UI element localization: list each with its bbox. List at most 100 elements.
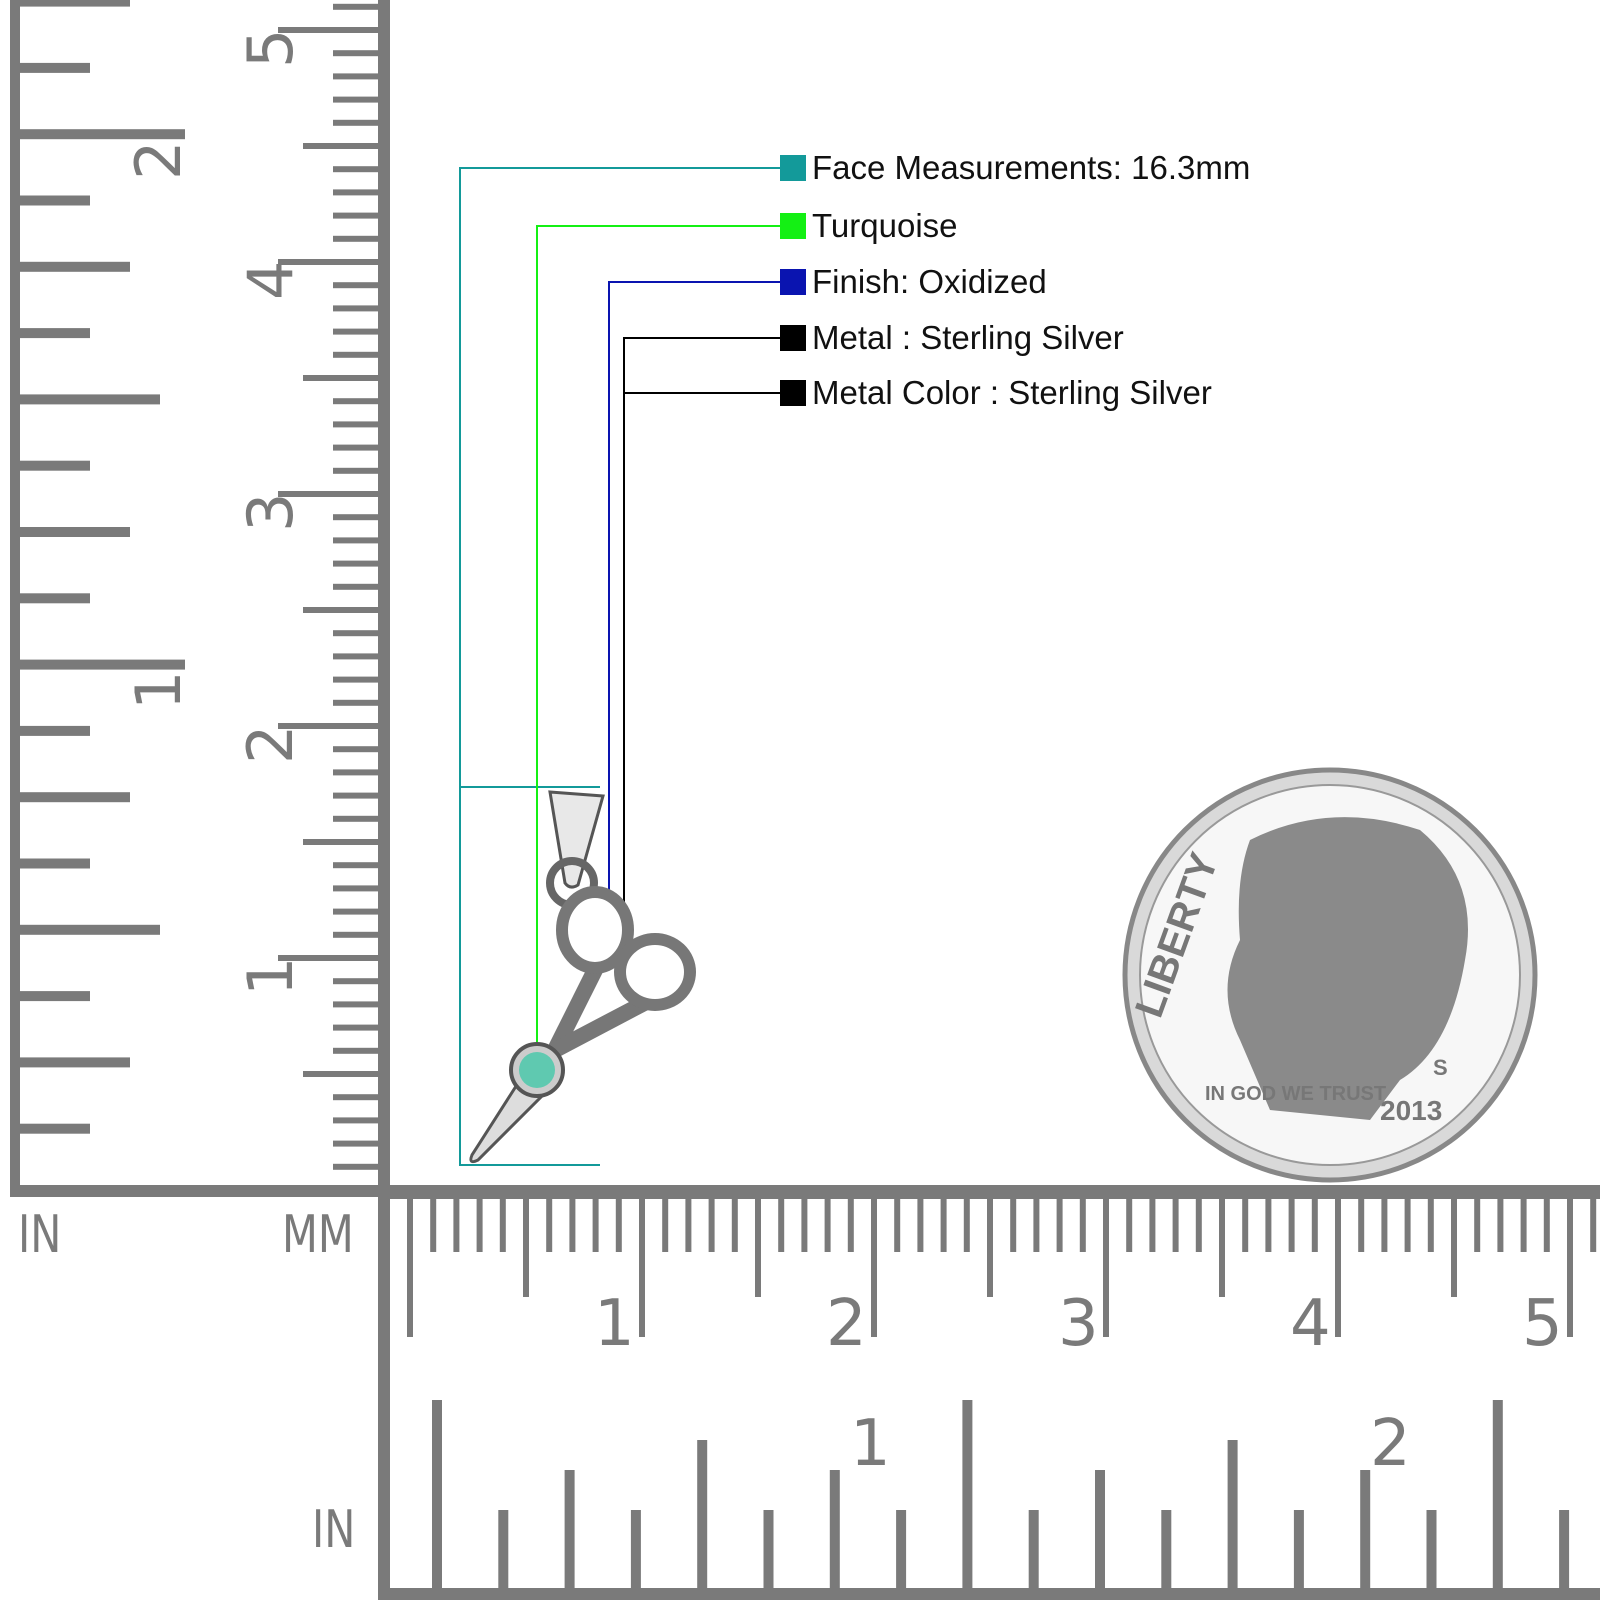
mm-label: 4: [234, 261, 307, 300]
mm-tick: [333, 1001, 378, 1008]
spec-label: Finish: Oxidized: [812, 263, 1047, 300]
coin-year: 2013: [1380, 1095, 1442, 1126]
inch-tick: [10, 792, 130, 803]
mm-tick: [333, 305, 378, 312]
mm-tick: [333, 514, 378, 521]
mm-tick: [662, 1197, 669, 1252]
mm-tick: [333, 1117, 378, 1124]
spec-label: Metal : Sterling Silver: [812, 319, 1124, 356]
mm-tick: [1126, 1197, 1133, 1252]
mm-tick: [333, 189, 378, 196]
legend-swatch: [780, 269, 806, 295]
mm-tick: [778, 1197, 785, 1252]
inch-tick: [829, 1470, 840, 1590]
mm-tick: [1427, 1197, 1434, 1252]
mm-tick: [569, 1197, 576, 1252]
inch-tick: [10, 1123, 90, 1134]
mm-label: 1: [234, 957, 307, 996]
finish-line: [608, 281, 800, 910]
mm-label: 5: [1522, 1287, 1563, 1361]
mm-tick: [639, 1197, 645, 1337]
mm-tick: [1219, 1197, 1225, 1297]
mm-tick: [333, 398, 378, 405]
scissor-blade: [469, 1078, 551, 1164]
scissor-arm: [547, 956, 608, 1054]
mm-tick: [278, 491, 378, 497]
mm-tick: [333, 815, 378, 822]
mm-tick: [1033, 1197, 1040, 1252]
mm-label: 2: [234, 725, 307, 764]
inch-tick: [1095, 1470, 1105, 1590]
inch-tick: [498, 1510, 509, 1590]
mm-tick: [333, 235, 378, 242]
ruler-divider: [378, 0, 390, 1600]
mm-tick: [1451, 1197, 1457, 1297]
mm-tick: [333, 1047, 378, 1054]
inch-tick: [1028, 1510, 1039, 1590]
spec-label: Turquoise: [812, 207, 958, 244]
mm-tick: [1079, 1197, 1086, 1252]
mm-tick: [303, 839, 378, 845]
inch-tick: [10, 261, 130, 272]
mm-tick: [333, 212, 378, 219]
mm-tick: [333, 467, 378, 474]
mm-tick: [333, 978, 378, 985]
mm-tick: [333, 282, 378, 289]
mm-tick: [333, 885, 378, 892]
mm-tick: [546, 1197, 553, 1252]
mm-tick: [303, 143, 378, 149]
mm-tick: [278, 259, 378, 265]
mm-tick: [1497, 1197, 1504, 1252]
mm-label: 1: [594, 1287, 635, 1361]
inch-tick: [10, 394, 160, 405]
mm-tick: [1567, 1197, 1573, 1337]
mm-tick: [333, 1024, 378, 1031]
left-ruler-inch-unit: IN: [18, 1205, 62, 1265]
coin-mint-mark: S: [1433, 1055, 1448, 1080]
inch-tick: [10, 924, 160, 935]
mm-tick: [1590, 1197, 1597, 1252]
mm-tick: [333, 699, 378, 706]
legend-swatch: [780, 155, 806, 181]
mm-tick: [333, 908, 378, 915]
inch-tick: [1227, 1440, 1238, 1590]
mm-label: 2: [826, 1287, 867, 1361]
inch-tick: [10, 659, 185, 670]
mm-tick: [333, 351, 378, 358]
mm-tick: [1474, 1197, 1481, 1252]
inch-tick: [10, 527, 130, 537]
inch-tick: [1492, 1400, 1503, 1590]
mm-tick: [755, 1197, 761, 1297]
inch-tick: [10, 0, 130, 7]
inch-tick: [10, 460, 90, 471]
mm-tick: [1265, 1197, 1272, 1252]
inch-tick: [1559, 1510, 1570, 1590]
mm-tick: [278, 1187, 378, 1193]
inch-tick: [564, 1470, 575, 1590]
mm-tick: [708, 1197, 715, 1252]
bottom-ruler-bottom-edge: [378, 1588, 1600, 1600]
inch-label: 2: [122, 141, 195, 180]
legend-swatch: [780, 325, 806, 351]
inch-tick: [1293, 1510, 1304, 1590]
mm-tick: [847, 1197, 854, 1252]
mm-tick: [1404, 1197, 1411, 1252]
mm-tick: [499, 1197, 506, 1252]
mm-tick: [1335, 1197, 1341, 1337]
scissor-arm: [551, 992, 654, 1058]
mm-tick: [278, 955, 378, 961]
mm-tick: [333, 560, 378, 567]
mm-tick: [615, 1197, 622, 1252]
mm-tick: [1311, 1197, 1318, 1252]
inch-label: 2: [1370, 1407, 1411, 1481]
inch-tick: [1161, 1510, 1172, 1590]
inch-tick: [10, 129, 185, 140]
mm-tick: [333, 96, 378, 103]
bottom-ruler-top-edge: [378, 1185, 1600, 1199]
mm-tick: [333, 583, 378, 590]
mm-tick: [987, 1197, 993, 1297]
mm-label: 3: [234, 493, 307, 532]
left-ruler-mm-unit: MM: [282, 1205, 354, 1265]
